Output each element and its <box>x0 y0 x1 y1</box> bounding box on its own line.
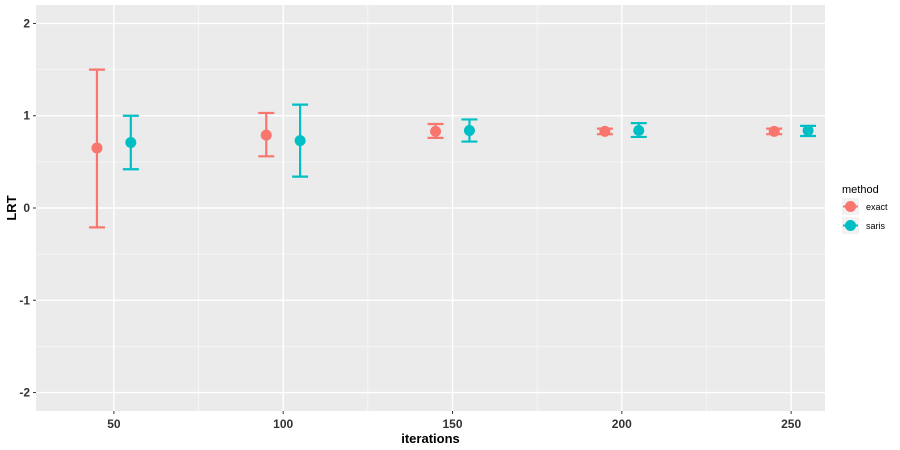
x-tick-label: 250 <box>781 417 801 431</box>
y-axis-ticks: -2 -1 0 1 2 <box>19 16 36 400</box>
point-saris <box>294 135 306 147</box>
series-saris <box>122 103 817 178</box>
point-saris <box>463 124 475 136</box>
y-tick-label: -1 <box>19 293 30 307</box>
point-exact <box>91 142 103 154</box>
y-tick-label: 0 <box>23 201 30 215</box>
point-exact <box>260 129 272 141</box>
legend: method exact saris <box>842 184 888 234</box>
point-saris <box>633 124 645 136</box>
series-exact <box>88 68 783 229</box>
x-tick-label: 200 <box>612 417 632 431</box>
y-tick-label: 1 <box>23 109 30 123</box>
legend-title: method <box>842 184 879 196</box>
legend-label-saris: saris <box>866 221 886 231</box>
point-saris <box>802 124 814 136</box>
point-exact <box>768 125 780 137</box>
y-tick-label: -2 <box>19 386 30 400</box>
major-gridlines <box>36 5 825 411</box>
x-axis-ticks: 50 100 150 200 250 <box>107 411 801 431</box>
legend-label-exact: exact <box>866 202 888 212</box>
minor-gridlines <box>36 5 825 411</box>
x-axis-title: iterations <box>401 431 460 446</box>
legend-key-point-exact <box>845 201 856 212</box>
point-saris <box>125 136 137 148</box>
y-axis-title: LRT <box>4 195 19 220</box>
point-exact <box>430 125 442 137</box>
legend-key-point-saris <box>845 220 856 231</box>
x-tick-label: 150 <box>442 417 462 431</box>
x-tick-label: 100 <box>273 417 293 431</box>
y-tick-label: 2 <box>23 16 30 30</box>
point-exact <box>599 125 611 137</box>
data-marks <box>88 68 817 229</box>
x-tick-label: 50 <box>107 417 121 431</box>
